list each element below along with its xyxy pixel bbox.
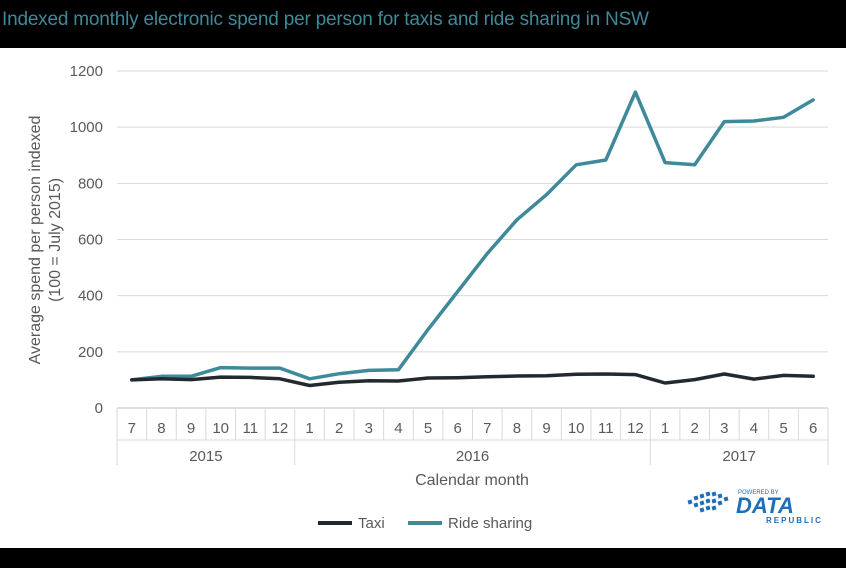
x-tick-label: 1 [661, 420, 669, 437]
y-tick-label: 1200 [70, 63, 103, 80]
logo-small-text: POWERED BY [738, 490, 779, 496]
chart-panel [0, 48, 846, 548]
x-tick-label: 3 [720, 420, 728, 437]
x-tick-label: 10 [568, 420, 585, 437]
x-tick-label: 2 [691, 420, 699, 437]
flag-icon [687, 491, 729, 513]
x-tick-label: 5 [779, 420, 787, 437]
logo-graphic: POWERED BY DATA REPUBLIC [687, 490, 823, 525]
chart-title: Indexed monthly electronic spend per per… [2, 9, 649, 30]
y-tick-labels: 0 200 400 600 800 1000 1200 [70, 63, 103, 417]
x-tick-label: 3 [365, 420, 373, 437]
title-bar: Indexed monthly electronic spend per per… [0, 0, 846, 48]
series-lines [130, 90, 815, 388]
legend-label-taxi: Taxi [358, 515, 385, 532]
x-tick-label: 12 [272, 420, 289, 437]
y-tick-label: 400 [78, 288, 103, 305]
x-tick-label: 9 [542, 420, 550, 437]
x-tick-label: 9 [187, 420, 195, 437]
x-tick-label: 8 [157, 420, 165, 437]
x-group-label: 2015 [189, 448, 222, 465]
logo-sub-text: REPUBLIC [766, 516, 823, 525]
x-tick-label: 7 [483, 420, 491, 437]
x-tick-label: 7 [128, 420, 136, 437]
data-republic-logo: POWERED BY DATA REPUBLIC [684, 486, 826, 526]
x-tick-label: 10 [212, 420, 229, 437]
ride-sharing-series-line [130, 90, 815, 382]
y-axis-label-sub: (100 = July 2015) [47, 178, 64, 302]
x-tick-label: 8 [513, 420, 521, 437]
x-group-label: 2017 [722, 448, 755, 465]
y-tick-label: 600 [78, 232, 103, 249]
x-tick-label: 4 [750, 420, 758, 437]
x-tick-label: 5 [424, 420, 432, 437]
y-axis-label: Average spend per person indexed [27, 116, 44, 365]
x-tick-label: 4 [394, 420, 402, 437]
y-tick-label: 200 [78, 344, 103, 361]
x-tick-label: 11 [598, 420, 614, 437]
x-tick-label: 1 [305, 420, 313, 437]
x-tick-label: 6 [809, 420, 817, 437]
y-tick-label: 0 [95, 400, 103, 417]
x-tick-label: 2 [335, 420, 343, 437]
x-axis-label: Calendar month [415, 472, 529, 489]
legend: Taxi Ride sharing [318, 515, 532, 532]
taxi-series-line [130, 372, 815, 388]
x-tick-label: 6 [454, 420, 462, 437]
x-tick-label: 12 [627, 420, 644, 437]
y-tick-label: 800 [78, 175, 103, 192]
logo-main-text: DATA [736, 493, 794, 518]
legend-label-ride-sharing: Ride sharing [448, 515, 532, 532]
y-tick-label: 1000 [70, 119, 103, 136]
bottom-bar [0, 548, 846, 568]
x-group-label: 2016 [456, 448, 489, 465]
x-tick-label: 11 [243, 420, 259, 437]
gridlines [117, 70, 828, 409]
